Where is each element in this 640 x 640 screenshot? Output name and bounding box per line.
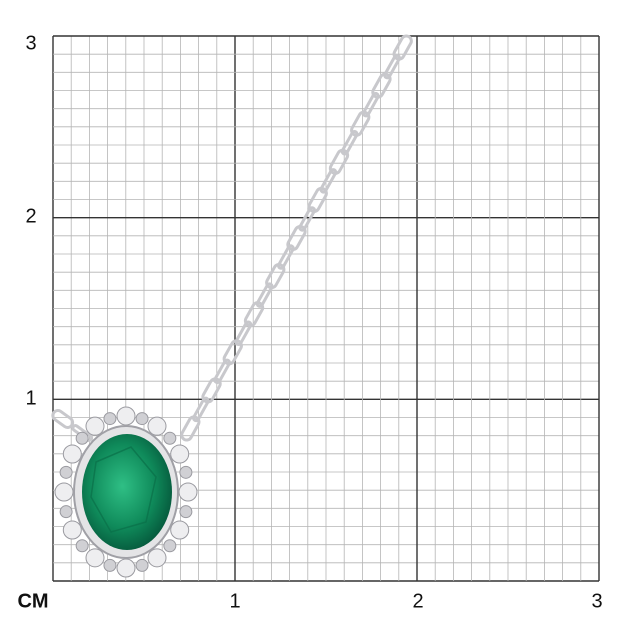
chain-link	[222, 339, 243, 366]
halo-diamond	[178, 482, 198, 502]
chain-link	[213, 358, 232, 385]
x-tick-2: 2	[412, 590, 424, 613]
metal-bead	[75, 431, 89, 445]
halo-diamond	[170, 520, 190, 540]
metal-bead	[163, 431, 177, 445]
halo-diamond	[62, 444, 82, 464]
halo-diamond	[170, 444, 190, 464]
halo-diamond	[147, 416, 167, 436]
unit-label: CM	[17, 590, 49, 613]
x-tick-3: 3	[591, 590, 603, 613]
halo-diamond	[62, 520, 82, 540]
chain-link	[307, 186, 328, 213]
metal-bead	[163, 539, 177, 553]
metal-bead	[75, 539, 89, 553]
chain-link	[234, 320, 253, 346]
chain-link	[277, 244, 295, 270]
emerald-stone	[82, 434, 172, 550]
x-tick-1: 1	[229, 590, 241, 613]
chain-link	[328, 148, 350, 175]
y-tick-2: 2	[25, 205, 37, 228]
metal-bead	[103, 412, 117, 426]
metal-bead	[59, 465, 73, 479]
chain-link	[361, 91, 380, 118]
chain-link	[350, 110, 371, 137]
metal-bead	[59, 505, 73, 519]
chain-link	[201, 377, 222, 404]
halo-diamond	[116, 558, 136, 578]
y-tick-1: 1	[25, 387, 37, 410]
chain-link	[383, 53, 401, 80]
metal-bead	[103, 558, 117, 572]
chain-link	[392, 34, 413, 61]
metal-bead	[179, 465, 193, 479]
chain-link	[319, 168, 338, 194]
chain-link	[371, 72, 392, 99]
metal-bead	[135, 412, 149, 426]
chain-link	[298, 206, 316, 232]
stone-facets	[90, 446, 157, 533]
chain-link	[243, 301, 265, 328]
chain-link	[255, 282, 274, 308]
chain-link	[286, 224, 307, 252]
halo-diamond	[147, 548, 167, 568]
y-tick-3: 3	[25, 32, 37, 55]
chain-link	[265, 263, 286, 290]
necklace-chain	[51, 34, 413, 442]
metal-bead	[179, 505, 193, 519]
chain-link	[192, 396, 210, 423]
emerald-pendant	[54, 406, 198, 578]
chain-link	[340, 130, 359, 156]
halo-diamond	[116, 406, 136, 426]
halo-diamond	[85, 416, 105, 436]
chain-link	[180, 415, 201, 442]
halo-diamond	[54, 482, 74, 502]
halo-diamond	[85, 548, 105, 568]
metal-bead	[135, 558, 149, 572]
chain-link	[51, 409, 75, 429]
